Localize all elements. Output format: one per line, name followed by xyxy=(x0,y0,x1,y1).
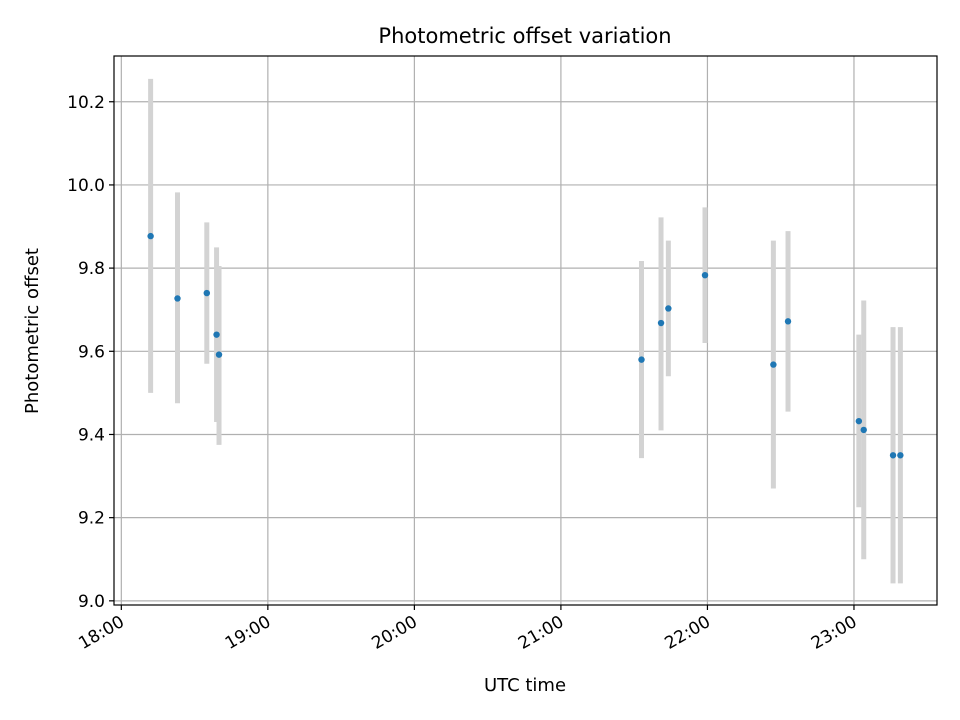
chart-title: Photometric offset variation xyxy=(378,24,671,48)
y-tick-label: 9.6 xyxy=(78,342,105,362)
data-point xyxy=(213,331,220,338)
data-point xyxy=(784,318,792,325)
data-points xyxy=(147,232,904,459)
y-axis-title: Photometric offset xyxy=(22,248,43,414)
data-point xyxy=(147,232,154,240)
data-point xyxy=(860,426,867,434)
data-point xyxy=(665,305,672,312)
data-point xyxy=(174,295,181,302)
data-point xyxy=(770,361,777,368)
y-tick-label: 9.0 xyxy=(78,592,105,612)
y-tick-label: 9.8 xyxy=(78,259,105,279)
data-point xyxy=(657,319,665,327)
data-point xyxy=(889,452,897,459)
x-axis-title: UTC time xyxy=(484,675,566,696)
y-tick-label: 10.2 xyxy=(67,93,105,113)
data-point xyxy=(701,271,709,279)
y-tick-label: 9.2 xyxy=(78,509,105,529)
y-tick-label: 9.4 xyxy=(78,425,105,445)
y-axis: 9.0 9.2 9.4 9.6 9.8 10.0 10.2 xyxy=(67,93,114,612)
data-point xyxy=(638,356,645,363)
data-point xyxy=(203,289,211,297)
data-point xyxy=(215,351,223,358)
data-point xyxy=(897,452,904,459)
plot-frame xyxy=(113,55,938,606)
y-tick-label: 10.0 xyxy=(67,176,105,196)
data-point xyxy=(855,417,863,425)
